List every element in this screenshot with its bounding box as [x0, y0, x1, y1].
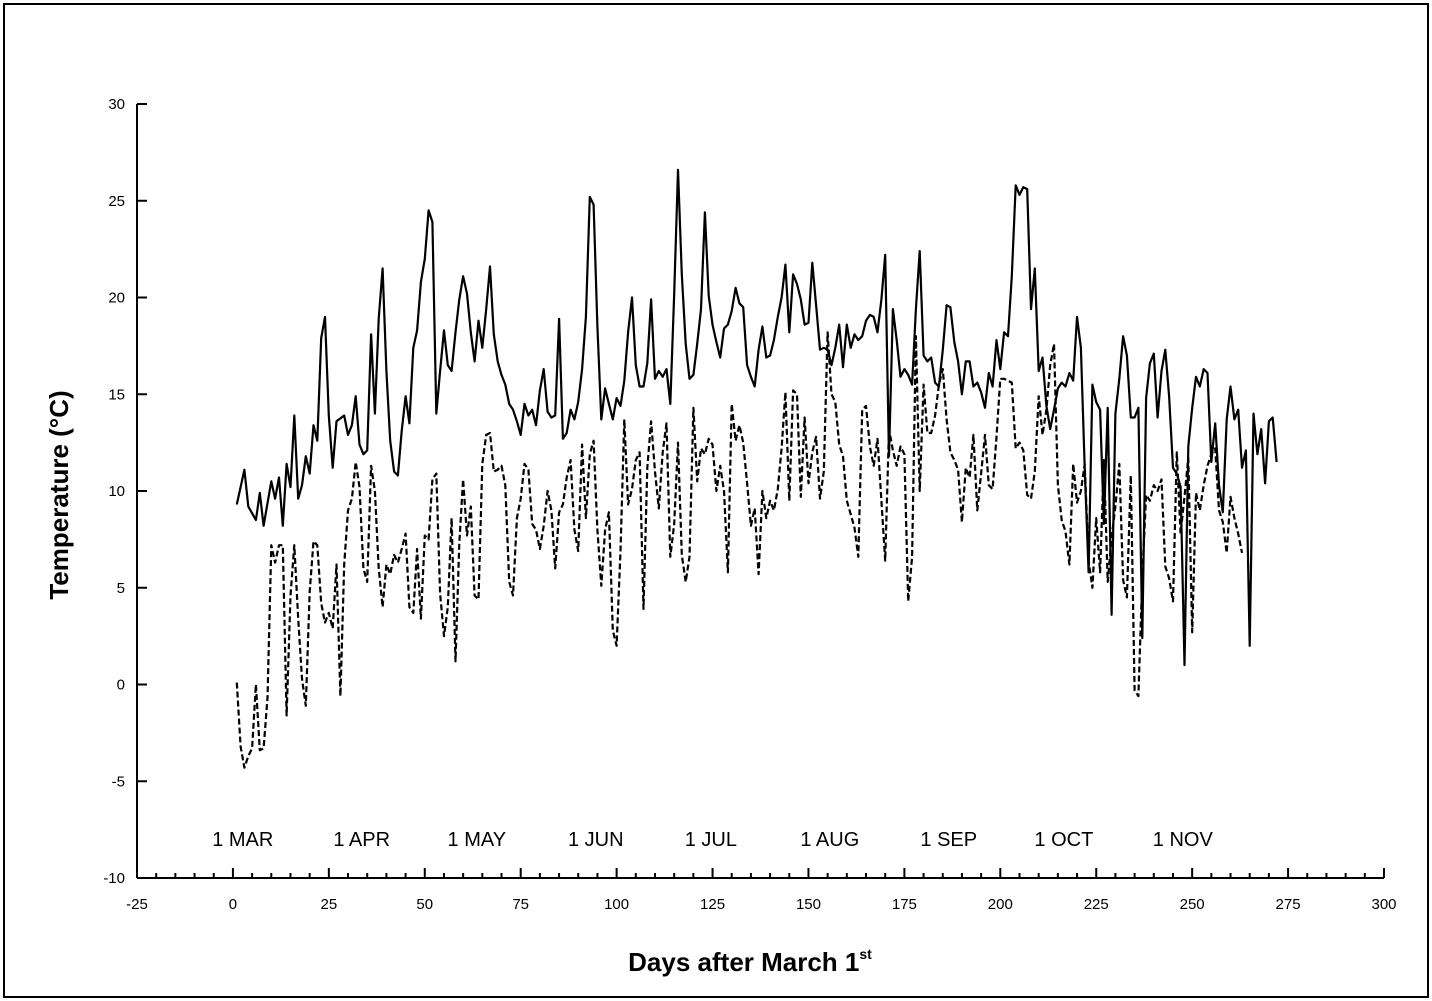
y-axis-title: Temperature (°C)	[44, 390, 74, 599]
y-tick-label: 10	[108, 483, 125, 500]
x-tick-label: 75	[512, 896, 529, 913]
month-label: 1 SEP	[920, 829, 977, 851]
x-tick-label: 25	[321, 896, 338, 913]
month-label: 1 OCT	[1034, 829, 1093, 851]
month-label: 1 NOV	[1153, 829, 1214, 851]
x-axis-title: Days after March 1st	[628, 946, 872, 977]
month-label: 1 MAY	[448, 829, 507, 851]
y-tick-label: 25	[108, 193, 125, 210]
x-axis-title-text: Days after March 1	[628, 947, 859, 977]
series-layer	[235, 168, 1278, 769]
month-label: 1 JUN	[568, 829, 624, 851]
solid-series-line	[235, 168, 1278, 667]
x-tick-label: 0	[229, 896, 237, 913]
x-tick-label: 225	[1084, 896, 1109, 913]
month-label: 1 JUL	[685, 829, 737, 851]
x-tick-label: 275	[1276, 896, 1301, 913]
x-tick-label: 300	[1371, 896, 1396, 913]
y-tick-label: -10	[103, 870, 125, 887]
ticks: -25 0 25 50 75 100 125 150 175 200 225 250 275 300-10…	[103, 96, 1396, 913]
x-tick-label: 50	[416, 896, 433, 913]
y-tick-label: 0	[117, 677, 125, 694]
x-tick-label: -25	[126, 896, 148, 913]
x-tick-label: 125	[700, 896, 725, 913]
y-tick-label: -5	[112, 773, 125, 790]
chart-frame	[3, 3, 1429, 998]
month-annotations: 1 MAR 1 APR 1 MAY 1 JUN 1 JUL 1 AUG 1 SEP 1 OCT…	[212, 829, 1213, 851]
month-label: 1 AUG	[800, 829, 859, 851]
x-tick-label: 200	[988, 896, 1013, 913]
x-tick-label: 150	[796, 896, 821, 913]
x-tick-label: 100	[604, 896, 629, 913]
month-label: 1 APR	[333, 829, 390, 851]
x-axis-title-superscript: st	[859, 946, 872, 962]
y-tick-label: 15	[108, 386, 125, 403]
y-tick-label: 5	[117, 580, 125, 597]
month-label: 1 MAR	[212, 829, 273, 851]
x-tick-label: 250	[1180, 896, 1205, 913]
y-tick-label: 30	[108, 96, 125, 113]
axes	[136, 104, 1384, 879]
y-tick-label: 20	[108, 290, 125, 307]
dashed-series-line	[235, 331, 1244, 769]
x-tick-label: 175	[892, 896, 917, 913]
